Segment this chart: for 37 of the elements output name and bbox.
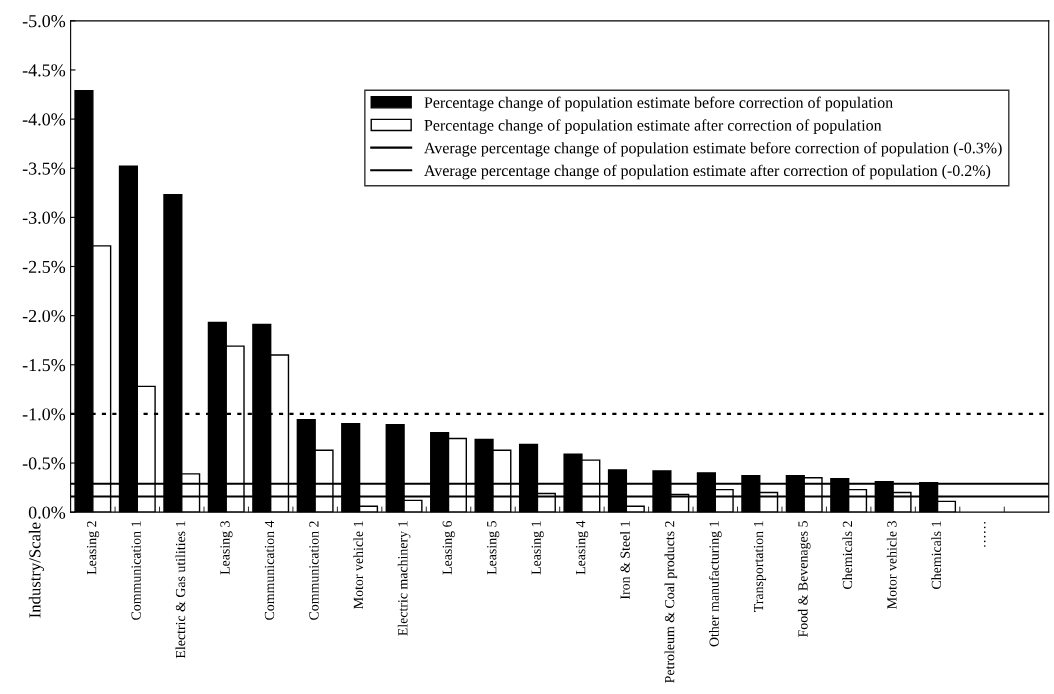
- y-tick-label: -5.0%: [22, 15, 66, 28]
- legend-label: Average percentage change of population estimate after correction of population (-0.2%): [424, 164, 991, 180]
- x-tick-label: Electric & Gas utilities 1: [175, 521, 186, 659]
- x-tick-label: ……: [983, 521, 986, 547]
- x-tick-label: Leasing 4: [576, 520, 589, 575]
- x-tick-label: Chemicals 1: [931, 521, 942, 589]
- x-tick-label: Leasing 1: [531, 521, 544, 575]
- x-tick-label: Transportation 1: [753, 521, 767, 612]
- text: Industry/Scale: [28, 522, 44, 618]
- y-tick-label: -4.5%: [22, 64, 66, 77]
- x-tick-label: Leasing 2: [86, 521, 100, 575]
- legend-label: Percentage change of population estimate before correction of population: [424, 96, 893, 112]
- x-tick-label: Chemicals 2: [842, 521, 853, 589]
- y-tick-label: 0.0%: [28, 506, 66, 519]
- x-tick-label: Motor vehicle 1: [353, 521, 364, 609]
- y-tick-label: -3.5%: [22, 162, 66, 175]
- x-tick-label: Food & Bevenages 5: [797, 521, 811, 637]
- x-tick-label: Other manufacturing 1: [708, 521, 722, 647]
- y-tick-label: -2.5%: [22, 260, 66, 274]
- x-tick-label: Leasing 6: [442, 520, 455, 575]
- y-tick-label: -4.0%: [22, 113, 66, 126]
- y-tick-label: -2.0%: [22, 309, 66, 323]
- x-tick-label: Leasing 3: [220, 521, 233, 575]
- x-tick-label: Electric machinery 1: [397, 521, 411, 636]
- legend-label: Average percentage change of population estimate before correction of population (-0.3%): [424, 141, 1002, 157]
- y-tick-label: -1.0%: [22, 408, 66, 421]
- y-tick-label: -3.0%: [22, 211, 66, 224]
- legend-label: Percentage change of population estimate after correction of population: [424, 119, 882, 134]
- x-tick-label: Iron & Steel 1: [620, 521, 630, 600]
- x-tick-label: Communication 2: [309, 521, 319, 620]
- x-tick-label: Motor vehicle 3: [886, 521, 897, 609]
- y-tick-label: -0.5%: [22, 457, 66, 470]
- x-tick-label: Communication 4: [264, 520, 275, 620]
- x-tick-label: Leasing 5: [487, 521, 500, 575]
- x-tick-label: Petroleum & Coal products 2: [664, 521, 678, 683]
- y-tick-label: -1.5%: [22, 359, 66, 372]
- x-tick-label: Communication 1: [131, 521, 141, 620]
